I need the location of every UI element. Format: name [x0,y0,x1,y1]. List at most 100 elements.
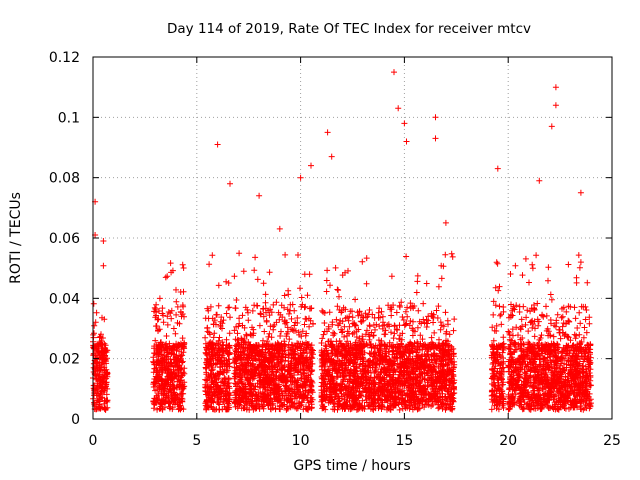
data-point [205,315,212,322]
data-point [164,321,171,328]
data-point [390,335,397,342]
data-point [94,340,101,347]
data-point [169,396,176,402]
data-point [103,381,110,388]
data-point [95,405,101,412]
data-point [396,406,403,413]
data-point [414,278,421,285]
data-point [223,310,230,317]
data-point [226,345,233,352]
data-point [179,335,186,342]
data-point [221,366,228,373]
data-point [177,406,184,413]
data-point [240,268,247,275]
data-point [202,381,209,388]
data-point [202,388,209,395]
data-point [239,312,246,319]
data-point [97,333,104,340]
data-point [450,327,457,334]
data-point [90,350,97,357]
data-point [150,381,157,388]
data-point [178,346,185,353]
data-point [224,367,231,374]
data-point [236,315,243,322]
data-point [219,320,226,327]
data-point [178,395,185,402]
data-point [221,369,227,376]
data-point [100,262,107,269]
data-point [216,334,223,341]
data-point [96,334,103,341]
data-point [533,252,540,259]
data-point [172,372,179,379]
data-point [168,363,174,370]
data-point [207,349,213,356]
data-point [550,333,557,340]
data-point [319,335,326,342]
data-point [493,328,500,334]
data-point [178,313,185,320]
data-point [90,364,97,371]
data-point [207,303,214,310]
data-point [155,316,162,323]
data-point [335,287,342,294]
data-point [153,301,160,308]
data-point [206,361,213,368]
data-point [202,364,209,371]
data-point [172,330,179,337]
data-point [207,373,214,380]
data-point [99,394,105,401]
data-point [273,299,280,306]
data-point [203,350,210,357]
data-point [494,260,501,267]
data-point [165,309,172,315]
data-point [211,330,218,337]
data-point [179,359,185,366]
data-point [152,306,159,313]
data-point [156,405,163,412]
data-point [153,367,160,374]
data-point [366,307,373,313]
data-point [151,304,158,311]
data-point [225,304,232,311]
data-point [98,345,105,352]
data-point [224,399,231,405]
data-point [99,314,105,321]
data-point [154,316,161,323]
data-point [210,390,217,397]
data-point [404,313,411,320]
data-point [171,343,178,350]
data-point [388,273,395,280]
data-point [423,280,430,287]
data-point [451,316,458,323]
data-point [155,371,162,378]
data-point [215,282,222,289]
data-point [298,294,305,301]
data-point [442,309,449,316]
data-point [320,331,327,338]
data-point [438,275,445,282]
data-point [496,303,503,310]
data-point [159,305,166,312]
data-point [227,314,233,321]
data-point [299,328,306,335]
data-point [98,388,105,395]
grid-lines [93,57,612,419]
data-point [177,308,184,315]
data-point [327,282,333,289]
data-point [102,342,109,349]
data-point [404,304,411,311]
data-point [102,398,109,404]
data-point [98,361,105,368]
data-point [171,351,178,358]
data-point [388,329,394,336]
data-point [102,348,109,355]
data-point [576,309,583,316]
data-point [165,398,172,404]
data-point [302,315,309,322]
data-point [168,315,175,322]
data-point [565,261,572,268]
data-point [215,397,222,403]
data-point [210,380,217,387]
data-point [171,375,177,382]
